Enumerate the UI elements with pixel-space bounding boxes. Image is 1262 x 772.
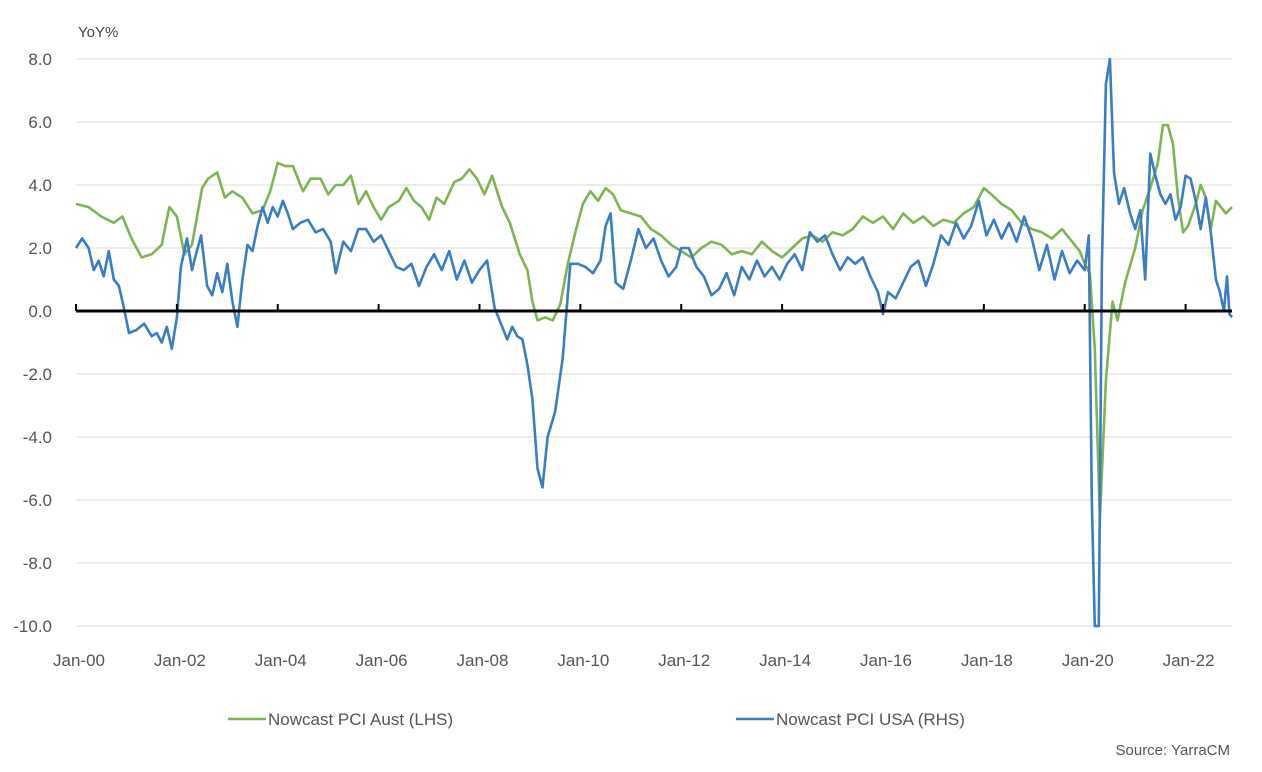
y-tick-label: 8.0 <box>28 50 52 69</box>
series-line-1 <box>74 57 1234 628</box>
x-axis-ticks: Jan-00 Jan-02 Jan-04 Jan-06 Jan-08 Jan-10 Jan-… <box>53 651 1215 670</box>
x-tick-label: Jan-02 <box>154 651 206 670</box>
x-tick-label: Jan-12 <box>658 651 710 670</box>
x-tick-label: Jan-10 <box>557 651 609 670</box>
y-tick-label: 2.0 <box>28 239 52 258</box>
gridlines <box>76 58 1232 627</box>
x-tick-label: Jan-06 <box>356 651 408 670</box>
source-note: Source: YarraCM <box>1116 742 1231 759</box>
series-line-0 <box>75 123 1233 521</box>
x-tick-label: Jan-20 <box>1062 651 1114 670</box>
legend-label-aust: Nowcast PCI Aust (LHS) <box>268 710 453 729</box>
x-tick-label: Jan-22 <box>1163 651 1215 670</box>
y-tick-label: -6.0 <box>23 491 52 510</box>
zero-axis <box>75 304 1232 313</box>
x-tick-label: Jan-16 <box>860 651 912 670</box>
legend-label-usa: Nowcast PCI USA (RHS) <box>776 710 965 729</box>
y-tick-label: 4.0 <box>28 176 52 195</box>
x-tick-label: Jan-18 <box>961 651 1013 670</box>
y-tick-label: 6.0 <box>28 113 52 132</box>
x-tick-label: Jan-04 <box>255 651 307 670</box>
series-lines <box>74 57 1234 628</box>
x-tick-label: Jan-14 <box>759 651 811 670</box>
y-axis-title: YoY% <box>78 24 118 41</box>
legend: Nowcast PCI Aust (LHS) Nowcast PCI USA (… <box>228 710 965 729</box>
y-tick-label: 0.0 <box>28 302 52 321</box>
y-tick-label: -4.0 <box>23 428 52 447</box>
x-tick-label: Jan-00 <box>53 651 105 670</box>
y-axis-ticks: 8.0 6.0 4.0 2.0 0.0 -2.0 -4.0 -6.0 -8.0 -10.0 <box>13 50 52 636</box>
y-tick-label: -8.0 <box>23 554 52 573</box>
y-tick-label: -2.0 <box>23 365 52 384</box>
x-tick-label: Jan-08 <box>456 651 508 670</box>
y-tick-label: -10.0 <box>13 617 52 636</box>
